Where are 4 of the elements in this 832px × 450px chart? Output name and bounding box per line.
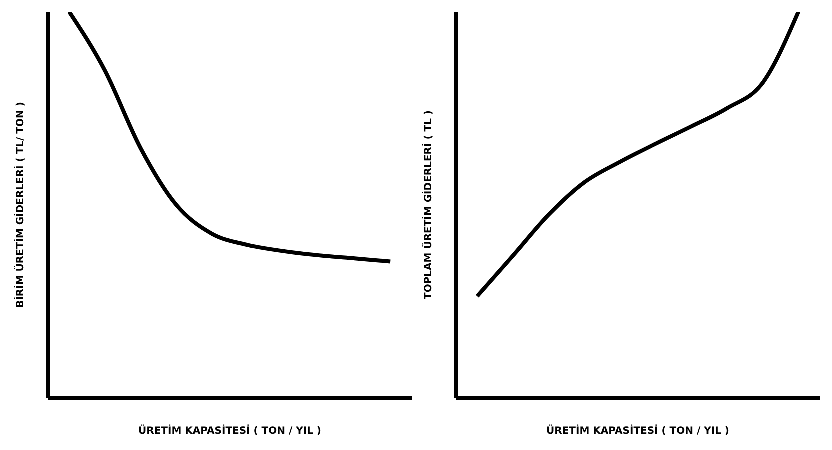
y-axis-title: TOPLAM ÜRETİM GİDERLERİ ( TL ) xyxy=(422,110,435,300)
y-axis-title: BİRİM ÜRETİM GİDERLERİ ( TL/ TON ) xyxy=(14,102,27,308)
x-axis-title: ÜRETİM KAPASİTESİ ( TON / YIL ) xyxy=(546,424,730,437)
x-axis-title: ÜRETİM KAPASİTESİ ( TON / YIL ) xyxy=(138,424,322,437)
